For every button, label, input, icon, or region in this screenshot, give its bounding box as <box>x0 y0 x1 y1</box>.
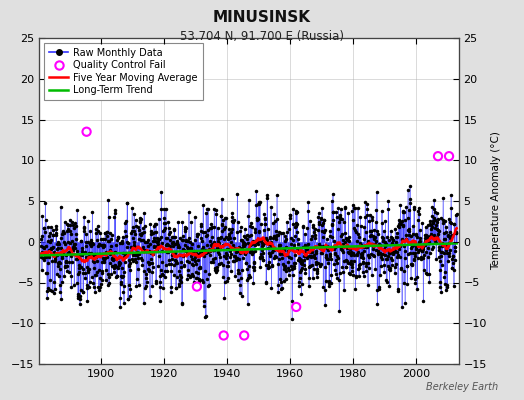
Point <box>292 304 300 310</box>
Y-axis label: Temperature Anomaly (°C): Temperature Anomaly (°C) <box>491 132 501 270</box>
Text: Berkeley Earth: Berkeley Earth <box>425 382 498 392</box>
Text: MINUSINSK: MINUSINSK <box>213 10 311 25</box>
Point <box>82 128 91 135</box>
Point <box>220 332 228 339</box>
Point <box>193 283 201 290</box>
Point <box>445 153 453 159</box>
Text: 53.704 N, 91.700 E (Russia): 53.704 N, 91.700 E (Russia) <box>180 30 344 43</box>
Point <box>434 153 442 159</box>
Point <box>240 332 248 339</box>
Legend: Raw Monthly Data, Quality Control Fail, Five Year Moving Average, Long-Term Tren: Raw Monthly Data, Quality Control Fail, … <box>44 43 203 100</box>
